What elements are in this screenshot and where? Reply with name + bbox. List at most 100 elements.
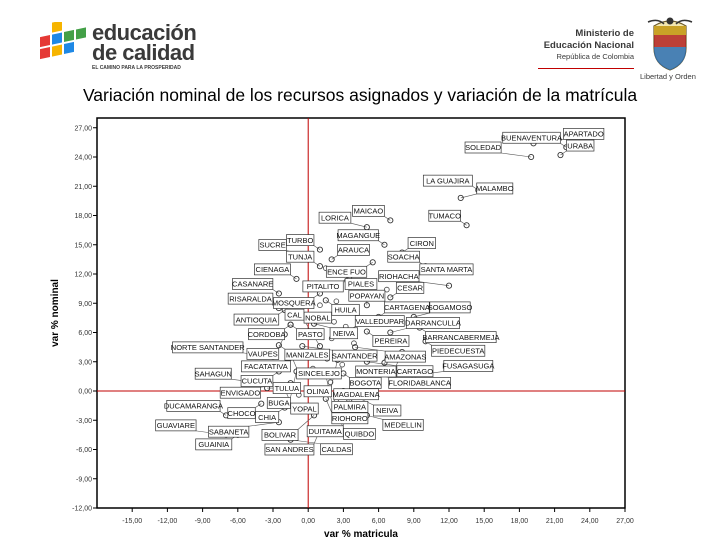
point-label: SINCELEJO — [298, 369, 340, 378]
point-label-box — [349, 377, 382, 389]
logo-cube — [52, 22, 62, 33]
point-label-box — [502, 131, 561, 144]
point-label: ENCE FUO — [327, 268, 366, 277]
point-label-box — [261, 429, 299, 441]
logo-cube — [52, 32, 62, 45]
point-label: MAGANGUE — [336, 231, 380, 240]
point-label: CUCUTA — [242, 377, 273, 386]
point-label: GUAINIA — [198, 440, 229, 449]
point-label-box — [422, 174, 473, 187]
point-label-box — [246, 348, 280, 360]
data-point — [351, 340, 357, 347]
data-point — [369, 259, 376, 266]
data-point — [299, 343, 306, 350]
label-leader-line — [313, 245, 321, 250]
point-label: SAHAGUN — [195, 369, 232, 378]
point-label: BUGA — [268, 399, 289, 408]
point-label: ENVIGADO — [221, 388, 261, 397]
point-label-box — [344, 278, 378, 290]
scatter-chart: -15,00 -12,00 -9,00 -6,00 -3,00 0,00 3,00 6,00 9… — [50, 117, 634, 540]
point-label-box — [194, 367, 232, 380]
point-label-box — [405, 317, 460, 329]
point-label: TULUA — [275, 384, 300, 393]
x-tick-label: 24,00 — [581, 518, 599, 525]
data-point — [528, 153, 535, 161]
point-label: SANTA MARTA — [421, 265, 473, 274]
point-label-box — [166, 400, 221, 412]
x-tick-label: -12,00 — [157, 518, 177, 525]
point-label-box — [331, 412, 369, 425]
point-label-box — [378, 270, 420, 283]
y-tick-label: -6,00 — [76, 447, 92, 454]
point-label-box — [464, 141, 502, 154]
point-label-box — [395, 282, 425, 294]
point-label-box — [563, 128, 605, 140]
point-label-box — [219, 386, 261, 399]
point-label: DUCAMARANGA — [164, 402, 223, 411]
data-point — [381, 359, 388, 366]
point-label-box — [320, 443, 353, 456]
plot-frame — [96, 117, 626, 509]
point-label-box — [286, 250, 315, 263]
point-label: BARRANCABERMEJA — [422, 333, 499, 342]
point-label-box — [254, 263, 291, 276]
header: educación de calidad EL CAMINO PARA LA P… — [0, 0, 720, 88]
point-label-box — [382, 419, 424, 431]
data-point — [322, 297, 329, 304]
header-divider — [538, 68, 634, 69]
label-leader-line — [560, 143, 567, 148]
x-tick-label: 21,00 — [546, 518, 564, 525]
point-label-box — [388, 377, 451, 389]
x-tick-label: 3,00 — [337, 518, 351, 525]
point-label: MANIZALES — [286, 350, 329, 359]
point-label: TURBO — [287, 236, 313, 245]
data-point — [387, 217, 394, 224]
data-point — [445, 282, 453, 289]
data-point — [317, 302, 323, 309]
point-label-box — [272, 382, 301, 394]
point-label: NOBAL — [305, 313, 330, 322]
point-label: ANTIOQUIA — [236, 315, 277, 324]
point-label-box — [352, 205, 385, 217]
point-label: CAL — [287, 310, 302, 319]
point-label: PEREIRA — [374, 337, 407, 346]
data-point — [275, 342, 282, 349]
point-label: PALMIRA — [334, 403, 366, 412]
point-label-box — [172, 341, 244, 354]
label-leader-line — [278, 309, 285, 315]
point-label-box — [331, 349, 378, 362]
data-point — [384, 286, 390, 293]
point-label: YOPAL — [292, 404, 316, 413]
point-label: MALAMBO — [476, 184, 514, 193]
point-label-box — [387, 250, 420, 263]
point-label: SANTANDER — [332, 351, 378, 360]
point-label: SOGAMOSO — [428, 303, 473, 312]
point-label: MAGDALENA — [333, 390, 380, 399]
point-label: GUAVIARE — [157, 421, 195, 430]
y-tick-label: -3,00 — [76, 418, 92, 425]
point-label: RISARALDA — [229, 294, 272, 303]
label-leader-line — [355, 346, 386, 352]
point-label-box — [337, 229, 379, 242]
point-label-box — [296, 367, 342, 380]
point-label-box — [233, 313, 280, 326]
point-label: SABANETA — [209, 427, 248, 436]
label-leader-line — [366, 262, 373, 267]
point-label: CIENAGA — [256, 265, 290, 274]
label-leader-line — [284, 324, 291, 329]
point-label: FLORIDABLANCA — [388, 379, 451, 388]
logo-cube — [52, 44, 62, 57]
point-label: AMAZONAS — [384, 352, 426, 361]
point-label-box — [208, 425, 250, 438]
point-label: NEIVA — [376, 406, 398, 415]
point-label-box — [384, 301, 430, 314]
point-label-box — [241, 360, 291, 373]
point-label: QUIBDO — [345, 430, 375, 439]
point-label: BOGOTA — [350, 379, 382, 388]
y-tick-label: 21,00 — [74, 184, 92, 191]
point-label: DARRANCULLA — [405, 319, 461, 328]
label-leader-line — [325, 300, 332, 305]
point-label: CARTAGENA — [384, 303, 430, 312]
data-point — [352, 344, 359, 351]
point-label: PASTO — [298, 330, 323, 339]
